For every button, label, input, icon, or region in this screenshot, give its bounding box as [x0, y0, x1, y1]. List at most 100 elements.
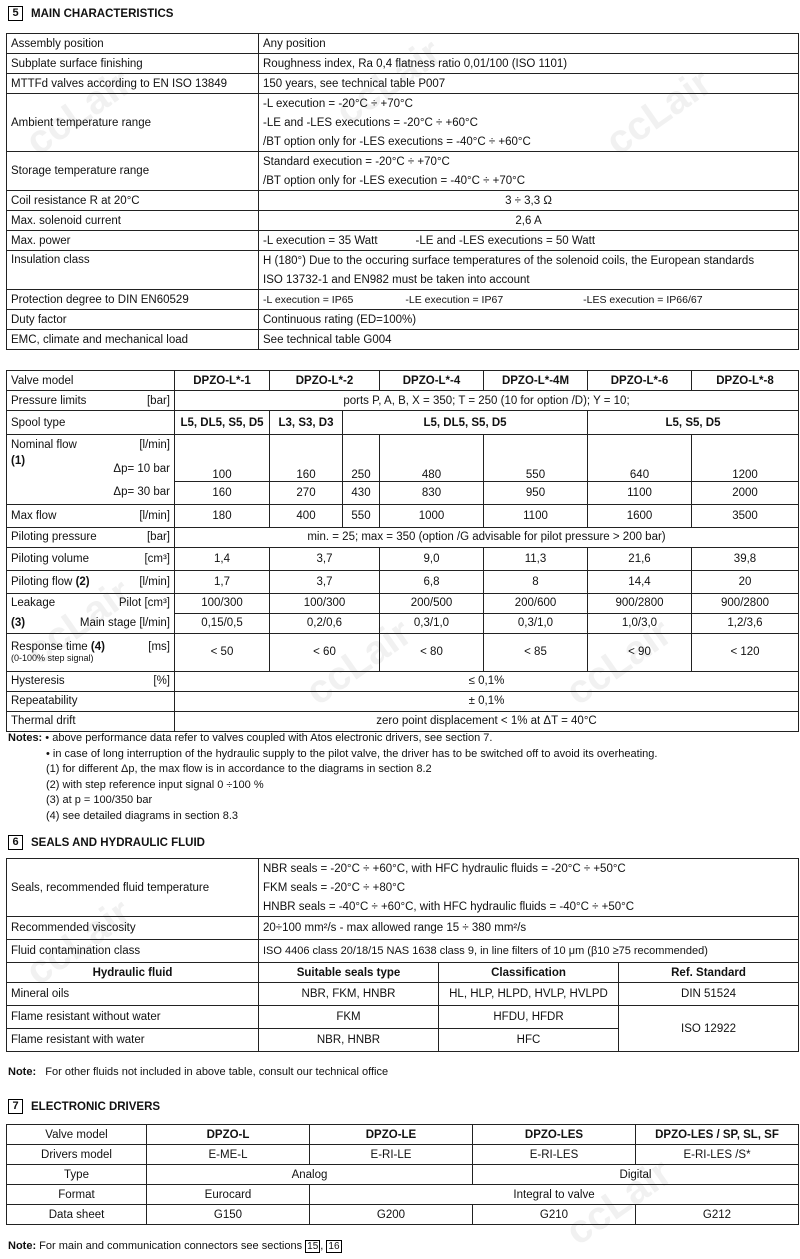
- value: 830: [379, 480, 484, 505]
- table-row: Data sheet G150 G200 G210 G212: [6, 1204, 799, 1225]
- label: Storage temperature range: [6, 151, 259, 191]
- note: (1) for different Δp, the max flow is in…: [46, 763, 432, 775]
- note: • above performance data refer to valves…: [45, 732, 493, 744]
- section-title: MAIN CHARACTERISTICS: [31, 7, 174, 20]
- table-row: Drivers model E-ME-L E-RI-LE E-RI-LES E-RI-L…: [6, 1144, 799, 1165]
- value: L5, S5, D5: [587, 410, 799, 435]
- value: HL, HLP, HLPD, HVLP, HVLPD: [438, 982, 619, 1006]
- value: 1100: [587, 480, 692, 505]
- value: 3,7: [269, 569, 380, 594]
- section-7-heading: 7 ELECTRONIC DRIVERS: [8, 1099, 160, 1114]
- header-cell: Suitable seals type: [258, 962, 439, 983]
- label: Max. power: [6, 230, 259, 251]
- header-cell: Hydraulic fluid: [6, 962, 259, 983]
- unit: [cm³]: [144, 552, 170, 565]
- section-ref: 16: [326, 1240, 342, 1253]
- value: 0,3/1,0: [483, 612, 588, 634]
- label: Max flow: [11, 509, 57, 522]
- label: Pilot [cm³]: [118, 597, 170, 610]
- value: -LE execution = IP67: [405, 293, 504, 306]
- value: 0,3/1,0: [379, 612, 484, 634]
- value: -L execution = IP65: [263, 293, 354, 306]
- value: H (180°) Due to the occuring surface tem…: [257, 250, 800, 270]
- value: Any position: [257, 33, 800, 54]
- note: (4) see detailed diagrams in section 8.3: [46, 809, 238, 822]
- value: L5, DL5, S5, D5: [174, 410, 270, 435]
- table-row: Flame resistant without water FKM HFDU, HF…: [6, 1005, 800, 1052]
- label: Subplate surface finishing: [6, 53, 259, 74]
- value: 1200: [691, 434, 799, 482]
- note: • in case of long interruption of the hy…: [46, 747, 658, 760]
- value: 400: [269, 503, 343, 528]
- value: E-RI-LES: [472, 1144, 636, 1165]
- section-number: 7: [8, 1099, 23, 1114]
- value: 39,8: [691, 546, 799, 571]
- value: ISO 12922: [617, 1005, 800, 1052]
- header-cell: DPZO-L*-1: [174, 370, 270, 391]
- value: 150 years, see technical table P007: [257, 73, 800, 94]
- value: min. = 25; max = 350 (option /G advisabl…: [174, 526, 799, 548]
- fluid-note: Note: For other fluids not included in a…: [8, 1065, 388, 1081]
- unit: [l/min]: [139, 509, 170, 522]
- note-ref: (3): [11, 616, 26, 629]
- label: Piloting pressure: [11, 531, 97, 543]
- header-cell: DPZO-L*-2: [269, 370, 380, 391]
- label: Main stage [l/min]: [79, 616, 170, 629]
- value: G200: [309, 1204, 473, 1225]
- header-cell: Valve model: [6, 1124, 147, 1145]
- value: E-ME-L: [146, 1144, 310, 1165]
- section-title: SEALS AND HYDRAULIC FLUID: [31, 836, 205, 849]
- label: Protection degree to DIN EN60529: [6, 289, 259, 310]
- table-header-row: Hydraulic fluid Suitable seals type Classi…: [6, 962, 800, 983]
- note: (3) at p = 100/350 bar: [46, 794, 153, 806]
- header-cell: DPZO-LE: [309, 1124, 473, 1145]
- table-row: MTTFd valves according to EN ISO 13849 15…: [6, 73, 800, 94]
- note: For other fluids not included in above t…: [45, 1066, 389, 1078]
- value: < 120: [691, 632, 799, 672]
- note-ref: (2): [75, 575, 90, 588]
- value: FKM seals = -20°C ÷ +80°C: [257, 878, 800, 897]
- value: 550: [342, 503, 380, 528]
- table-row: Ambient temperature range -L execution = …: [6, 93, 800, 152]
- label: Ambient temperature range: [6, 93, 259, 152]
- section-6-heading: 6 SEALS AND HYDRAULIC FLUID: [8, 835, 205, 850]
- header-cell: DPZO-L*-4: [379, 370, 484, 391]
- table-row: Type Analog Digital: [6, 1164, 799, 1185]
- value: < 60: [269, 632, 380, 672]
- value: ISO 13732-1 and EN982 must be taken into…: [257, 270, 800, 290]
- value: 1,0/3,0: [587, 612, 692, 634]
- header-cell: DPZO-L*-8: [691, 370, 799, 391]
- section-ref: 15: [305, 1240, 321, 1253]
- header-cell: DPZO-LES: [472, 1124, 636, 1145]
- header-cell: Classification: [438, 962, 619, 983]
- value: 0,15/0,5: [174, 612, 270, 634]
- value: < 50: [174, 632, 270, 672]
- value: 100/300: [174, 592, 270, 614]
- note-ref: (4): [90, 641, 105, 653]
- label: Seals, recommended fluid temperature: [6, 858, 259, 917]
- label: Mineral oils: [6, 982, 259, 1006]
- table-row: Storage temperature range Standard execut…: [6, 151, 800, 191]
- label: Piloting flow: [11, 575, 73, 588]
- unit: [ms]: [148, 641, 170, 653]
- label: Flame resistant without water: [6, 1005, 259, 1029]
- unit: [bar]: [146, 531, 170, 543]
- label: Repeatability: [6, 690, 175, 712]
- value: -LES execution = IP66/67: [583, 293, 703, 306]
- header-cell: Ref. Standard: [617, 962, 800, 983]
- header-cell: DPZO-L*-4M: [483, 370, 588, 391]
- unit: [l/min]: [139, 439, 170, 451]
- value: 1,7: [174, 569, 270, 594]
- value: 480: [379, 434, 484, 482]
- table-row: Assembly position Any position: [6, 33, 800, 54]
- table-row: Subplate surface finishing Roughness inde…: [6, 53, 800, 74]
- value: 270: [269, 480, 343, 505]
- value: 1100: [483, 503, 588, 528]
- value: ≤ 0,1%: [174, 670, 799, 692]
- section-number: 6: [8, 835, 23, 850]
- value: DIN 51524: [617, 982, 800, 1006]
- value: 1,2/3,6: [691, 612, 799, 634]
- value: 430: [342, 480, 380, 505]
- value: 14,4: [587, 569, 692, 594]
- label: Format: [6, 1184, 147, 1205]
